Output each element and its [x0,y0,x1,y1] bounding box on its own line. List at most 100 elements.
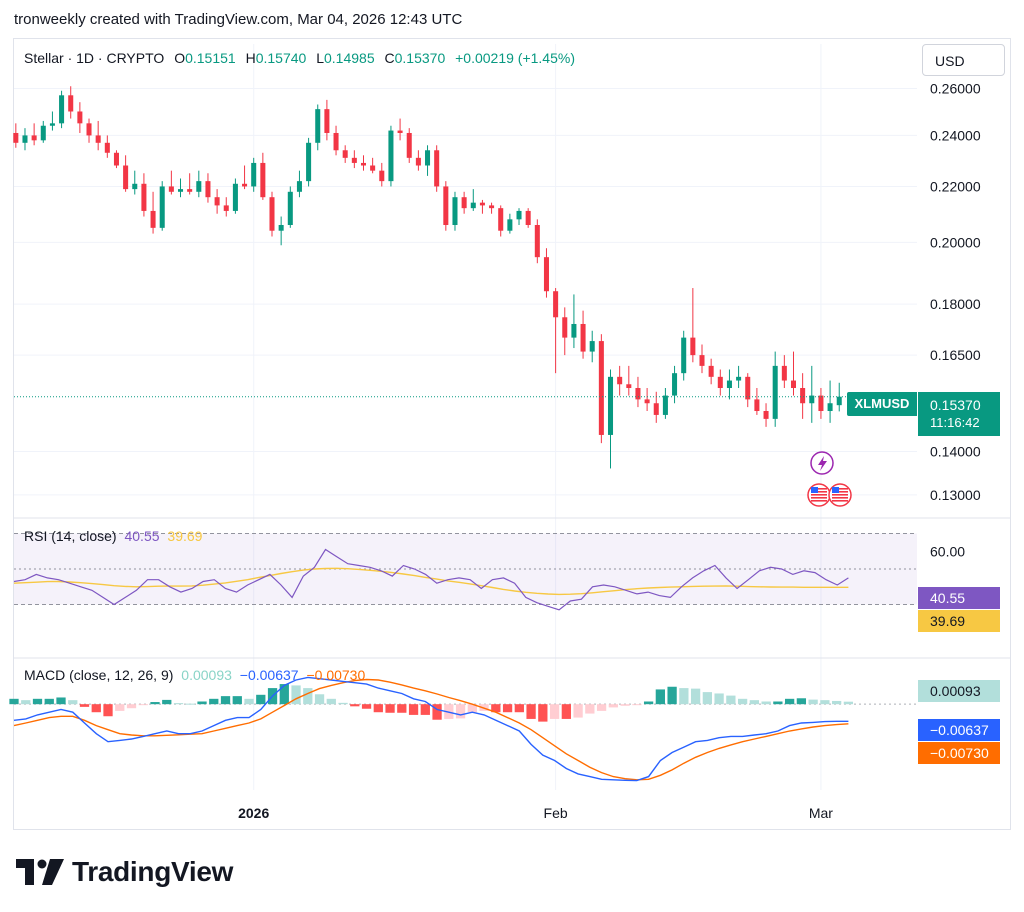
flag-stripe [811,500,827,502]
candle-body [287,191,293,225]
candle-body [232,183,238,211]
candle-body [113,152,119,166]
macd-histogram-bar [726,695,736,705]
price-tick-label: 0.26000 [930,80,981,96]
macd-histogram-bar [291,685,301,705]
time-tick-label: Mar [809,805,833,821]
candle-body [534,224,540,258]
tradingview-logo[interactable]: TradingView [16,856,233,888]
macd-histogram-bar [303,688,313,705]
candle-body [324,109,330,133]
macd-histogram-bar [596,704,607,711]
tradingview-logo-text: TradingView [72,856,234,887]
macd-histogram-bar [538,704,548,722]
macd-histogram-bar [655,689,665,705]
candle-body [296,181,302,192]
price-tick-label: 0.20000 [930,234,981,250]
macd-histogram-bar [714,693,724,705]
candle-body [242,183,248,187]
candle-body [370,165,376,171]
candle-body [177,189,184,192]
macd-histogram-bar [667,686,677,705]
macd-histogram-bar [385,704,395,713]
macd-histogram-bar [491,704,501,713]
macd-legend: MACD (close, 12, 26, 9) 0.00093 −0.00637… [24,667,365,683]
candle-body [388,130,394,182]
macd-line-badge: −0.00637 [918,719,1000,741]
macd-histogram-bar [9,698,19,705]
macd-histogram-bar [220,696,231,705]
price-tick-label: 0.16500 [930,347,981,363]
macd-histogram-bar [585,704,595,714]
candle-body [607,376,614,435]
macd-line-legend-value: −0.00637 [239,667,299,683]
high-value: 0.15740 [255,50,307,66]
flag-stripe [832,491,848,493]
rsi-legend-value: 40.55 [124,528,160,544]
macd-histogram-bar [185,703,195,705]
macd-histogram-bar [314,694,325,705]
macd-hist-badge: 0.00093 [918,680,1000,702]
candle-body [223,205,229,211]
macd-histogram-bar [773,701,783,705]
price-tick-label: 0.18000 [930,296,981,312]
flag-canton [811,487,818,493]
macd-histogram-bar [608,704,618,708]
low-label: L [316,50,324,66]
rsi-value-badge: 40.55 [918,587,1000,609]
low-value: 0.14985 [324,50,375,66]
flag-stripe [811,491,827,493]
macd-histogram-bar [514,704,524,713]
flag-stripe [832,497,848,499]
candle-body [717,376,723,389]
candle-body [40,125,46,141]
candle-body [653,403,659,415]
candle-body [498,208,504,231]
time-tick-label: Feb [544,805,568,821]
candle-body [196,181,202,192]
macd-signal-legend-value: −0.00730 [306,667,366,683]
candle-body [562,317,568,338]
candle-body [754,399,760,412]
macd-histogram-bar [467,704,477,713]
candle-body [672,373,678,396]
macd-histogram-bar [784,698,795,705]
rsi-legend: RSI (14, close) 40.55 39.69 [24,528,202,544]
candle-body [123,165,129,190]
candle-body [662,395,668,415]
currency-button[interactable]: USD [922,44,1005,76]
macd-title: MACD (close, 12, 26, 9) [24,667,174,683]
candle-body [59,95,65,124]
candlestick-series [13,86,917,469]
lightning-bolt-shape [818,456,827,471]
candle-body [132,183,138,190]
candle-body [269,197,275,231]
candle-body [141,183,147,211]
flag-stripe [832,488,848,490]
candle-body [150,210,156,228]
candle-body [726,380,732,389]
candle-body [425,150,431,166]
macd-histogram-bar [432,704,442,720]
candle-body [836,396,842,406]
candle-body [809,395,815,404]
last-price-value: 0.15370 [930,397,981,413]
candle-body [635,388,641,400]
macd-histogram-bar [350,704,360,707]
candle-body [543,257,549,292]
macd-histogram-bar [361,704,372,709]
candle-body [260,162,266,198]
candle-body [397,130,403,133]
macd-pane [9,676,917,782]
candle-body [553,291,559,318]
close-label: C [384,50,395,66]
macd-histogram-bar [620,704,630,706]
candle-body [159,186,165,228]
candle-body [360,162,367,166]
candle-body [781,365,787,381]
flag-stripe [811,497,827,499]
candle-body [589,341,595,352]
macd-histogram-bar [455,704,466,719]
